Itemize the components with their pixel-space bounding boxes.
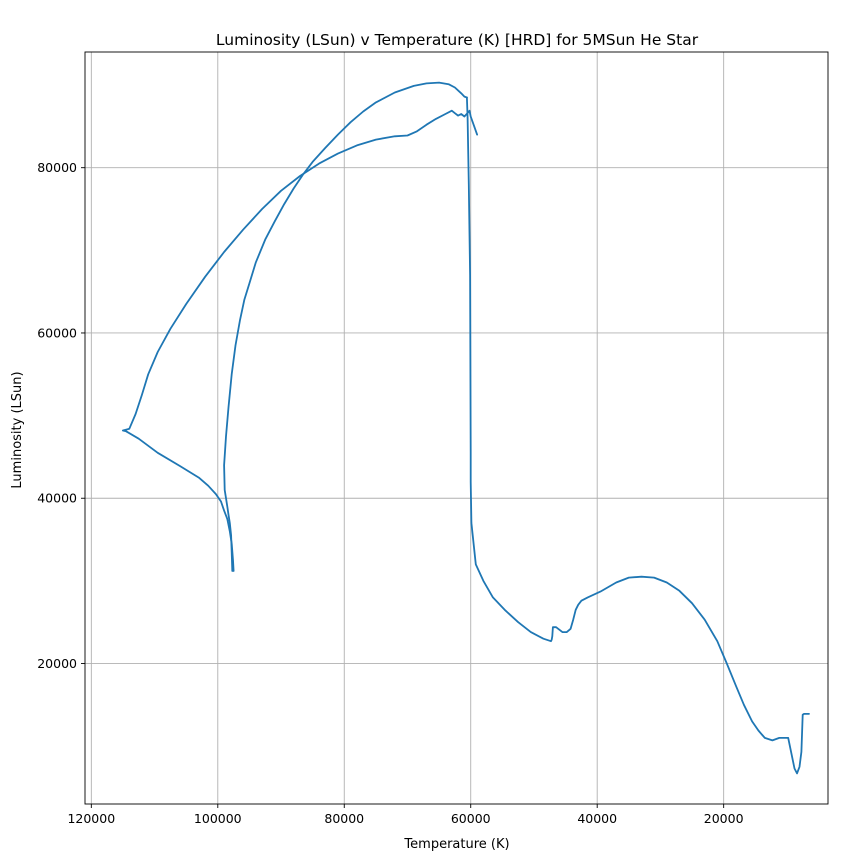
y-axis-ticks: 20000 40000 60000 80000 (37, 160, 85, 671)
y-tick-label: 60000 (37, 325, 77, 340)
chart-title: Luminosity (LSun) v Temperature (K) [HRD… (216, 31, 699, 49)
x-axis-label: Temperature (K) (403, 837, 509, 852)
x-tick-label: 60000 (451, 811, 491, 826)
x-tick-label: 40000 (577, 811, 617, 826)
y-tick-label: 20000 (37, 656, 77, 671)
x-tick-label: 80000 (324, 811, 364, 826)
y-tick-label: 40000 (37, 491, 77, 506)
grid-lines (85, 52, 828, 804)
x-tick-label: 120000 (67, 811, 115, 826)
x-tick-label: 100000 (194, 811, 242, 826)
series-line-segment (122, 109, 478, 572)
y-axis-label: Luminosity (LSun) (10, 371, 25, 488)
y-tick-label: 80000 (37, 160, 77, 175)
data-series (122, 81, 810, 775)
series-line-segment (466, 96, 810, 775)
plot-frame (84, 51, 829, 805)
x-tick-label: 20000 (704, 811, 744, 826)
series-line-segment (223, 81, 468, 572)
x-axis-ticks: 120000 100000 80000 60000 40000 20000 (67, 804, 744, 826)
